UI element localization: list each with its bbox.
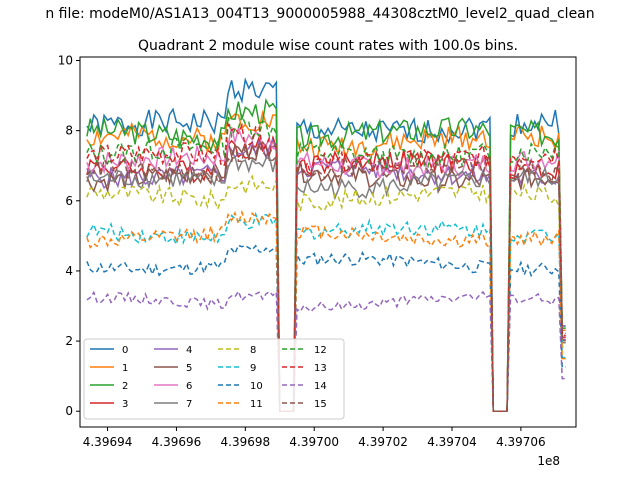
y-tick-label: 8 xyxy=(65,124,73,138)
x-tick-label: 4.39704 xyxy=(427,435,477,449)
x-tick-label: 4.39696 xyxy=(152,435,202,449)
series-line-1 xyxy=(86,109,566,412)
x-tick-label: 4.39706 xyxy=(496,435,546,449)
legend-label: 11 xyxy=(250,399,263,410)
legend-label: 2 xyxy=(122,381,128,392)
legend-label: 1 xyxy=(122,363,128,374)
series-line-4 xyxy=(86,136,566,412)
legend-label: 10 xyxy=(250,381,263,392)
x-tick-label: 4.39698 xyxy=(221,435,271,449)
legend-box xyxy=(83,338,345,420)
legend-label: 0 xyxy=(122,345,128,356)
y-tick-label: 4 xyxy=(65,264,73,278)
plot-frame xyxy=(79,56,577,428)
legend-label: 4 xyxy=(186,345,192,356)
series-line-2 xyxy=(86,97,566,412)
legend-label: 13 xyxy=(314,363,327,374)
y-tick-label: 10 xyxy=(58,54,73,68)
x-tick-label: 4.39694 xyxy=(83,435,133,449)
legend-label: 9 xyxy=(250,363,256,374)
legend-label: 5 xyxy=(186,363,192,374)
legend-label: 12 xyxy=(314,345,327,356)
chart-title: Quadrant 2 module wise count rates with … xyxy=(138,38,518,54)
series-line-15 xyxy=(86,143,566,412)
legend-label: 6 xyxy=(186,381,192,392)
legend-label: 3 xyxy=(122,399,128,410)
y-tick-label: 2 xyxy=(65,334,73,348)
legend-label: 14 xyxy=(314,381,327,392)
legend-label: 8 xyxy=(250,345,256,356)
series-line-10 xyxy=(86,244,566,412)
figure-suptitle: n file: modeM0/AS1A13_004T13_9000005988_… xyxy=(45,6,594,22)
series-line-11 xyxy=(86,209,566,412)
x-offset-text: 1e8 xyxy=(537,454,560,468)
series-line-12 xyxy=(86,113,566,412)
series-line-8 xyxy=(86,174,566,412)
series-line-14 xyxy=(86,289,566,412)
legend-label: 7 xyxy=(186,399,192,410)
axis-layer: 4.39694 4.39696 4.39698 4.39700 4.39702 4.397… xyxy=(58,54,546,449)
series-layer xyxy=(86,77,566,412)
x-tick-label: 4.39702 xyxy=(358,435,408,449)
series-line-13 xyxy=(86,121,566,412)
y-tick-label: 0 xyxy=(65,404,73,418)
x-tick-label: 4.39700 xyxy=(289,435,339,449)
legend-label: 15 xyxy=(314,399,327,410)
y-tick-label: 6 xyxy=(65,194,73,208)
